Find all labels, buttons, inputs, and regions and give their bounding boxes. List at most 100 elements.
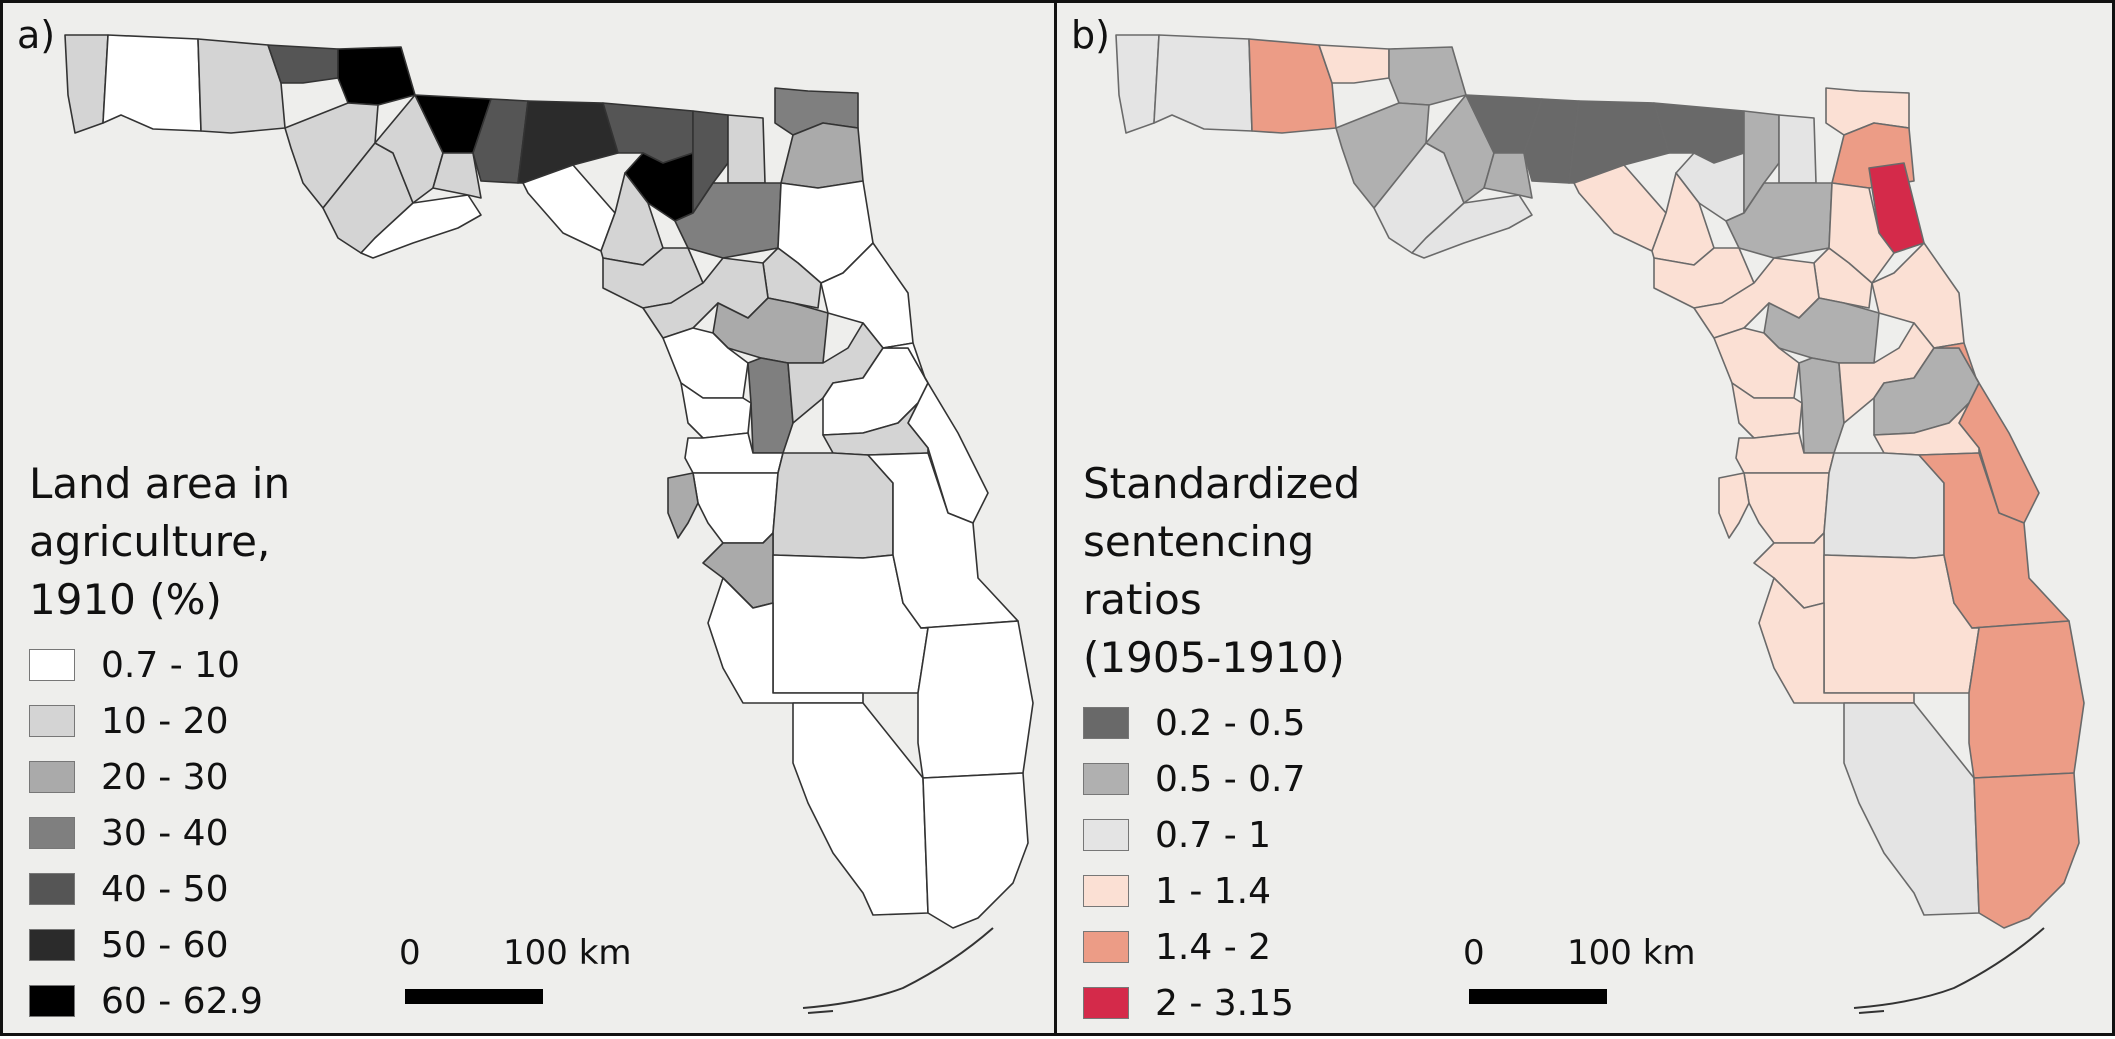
- legend-item: 0.7 - 1: [1083, 807, 1360, 863]
- legend-item: 30 - 40: [29, 805, 290, 861]
- legend-item: 0.5 - 0.7: [1083, 751, 1360, 807]
- county-pinellas: [1718, 472, 1750, 539]
- legend-swatch: [29, 985, 75, 1017]
- legend-items: 0.2 - 0.5 0.5 - 0.7 0.7 - 1 1 - 1.4 1.4 - 2 2…: [1083, 695, 1360, 1031]
- county-polk: [772, 452, 894, 559]
- county-santa-rosa: [102, 34, 202, 132]
- county-taylor: [1573, 164, 1667, 252]
- county-collier-monroe: [1843, 702, 1980, 916]
- county-franklin: [360, 194, 482, 259]
- legend-label: 1 - 1.4: [1155, 870, 1272, 912]
- county-escambia: [1115, 34, 1160, 134]
- county-pinellas: [667, 472, 699, 539]
- legend-label: 0.7 - 10: [101, 644, 240, 686]
- county-jefferson: [1523, 98, 1580, 184]
- panel-b: b): [1054, 0, 2115, 1036]
- county-collier-monroe: [792, 702, 929, 916]
- legend-item: 10 - 20: [29, 693, 290, 749]
- county-taylor: [522, 164, 616, 252]
- scale-bar: 0 100 km: [1463, 933, 1696, 1013]
- legend-swatch: [1083, 931, 1129, 963]
- legend-label: 60 - 62.9: [101, 980, 263, 1022]
- legend-swatch: [1083, 987, 1129, 1019]
- legend-swatch: [1083, 875, 1129, 907]
- legend-sentencing: Standardized sentencing ratios (1905-191…: [1083, 455, 1360, 1031]
- county-baker: [727, 114, 766, 184]
- legend-label: 2 - 3.15: [1155, 982, 1294, 1024]
- panel-a-label: a): [17, 13, 56, 57]
- legend-swatch: [29, 817, 75, 849]
- legend-swatch: [1083, 707, 1129, 739]
- scale-bar: 0 100 km: [399, 933, 632, 1013]
- county-polk: [1823, 452, 1945, 559]
- scale-zero-label: 0: [399, 933, 421, 973]
- legend-label: 0.2 - 0.5: [1155, 702, 1306, 744]
- county-gadsden: [337, 46, 416, 106]
- legend-label: 20 - 30: [101, 756, 229, 798]
- legend-item: 0.2 - 0.5: [1083, 695, 1360, 751]
- legend-items: 0.7 - 10 10 - 20 20 - 30 30 - 40 40 - 50 50 -…: [29, 637, 290, 1029]
- legend-label: 50 - 60: [101, 924, 229, 966]
- county-jefferson: [472, 98, 529, 184]
- panel-a: a): [0, 0, 1057, 1036]
- county-hernando: [1731, 382, 1803, 439]
- legend-item: 20 - 30: [29, 749, 290, 805]
- county-st-lucie: [867, 452, 1019, 629]
- legend-swatch: [29, 705, 75, 737]
- legend-label: 1.4 - 2: [1155, 926, 1272, 968]
- legend-label: 0.7 - 1: [1155, 814, 1272, 856]
- scale-max-label: 100 km: [1567, 933, 1696, 973]
- legend-item: 60 - 62.9: [29, 973, 290, 1029]
- legend-swatch: [29, 649, 75, 681]
- scale-bar-line: [405, 989, 543, 1004]
- county-palm-beach: [917, 620, 1034, 779]
- legend-item: 0.7 - 10: [29, 637, 290, 693]
- county-dade: [922, 772, 1029, 929]
- legend-label: 40 - 50: [101, 868, 229, 910]
- florida-map-sentencing: [1115, 34, 2085, 1014]
- county-baker: [1778, 114, 1817, 184]
- legend-label: 0.5 - 0.7: [1155, 758, 1306, 800]
- county-jackson: [1318, 44, 1390, 84]
- scale-bar-line: [1469, 989, 1607, 1004]
- legend-label: 10 - 20: [101, 700, 229, 742]
- legend-swatch: [1083, 819, 1129, 851]
- county-sumter: [747, 357, 794, 454]
- county-santa-rosa: [1153, 34, 1253, 132]
- legend-item: 1.4 - 2: [1083, 919, 1360, 975]
- county-hernando: [680, 382, 752, 439]
- county-franklin: [1411, 194, 1533, 259]
- county-clay: [1828, 182, 1895, 284]
- legend-item: 1 - 1.4: [1083, 863, 1360, 919]
- county-palm-beach: [1968, 620, 2085, 779]
- florida-keys: [1853, 927, 2045, 1014]
- legend-swatch: [29, 873, 75, 905]
- legend-swatch: [29, 929, 75, 961]
- county-columbia: [692, 110, 729, 214]
- legend-title: Standardized sentencing ratios (1905-191…: [1083, 459, 1361, 682]
- scale-zero-label: 0: [1463, 933, 1485, 973]
- county-hillsborough: [692, 472, 779, 544]
- county-st-lucie: [1918, 452, 2070, 629]
- county-sumter: [1798, 357, 1845, 454]
- florida-map-agriculture: [64, 34, 1034, 1014]
- county-columbia: [1743, 110, 1780, 214]
- county-jackson: [267, 44, 339, 84]
- county-escambia: [64, 34, 109, 134]
- panel-b-label: b): [1071, 13, 1110, 57]
- florida-keys: [802, 927, 994, 1014]
- legend-swatch: [1083, 763, 1129, 795]
- scale-max-label: 100 km: [503, 933, 632, 973]
- legend-swatch: [29, 761, 75, 793]
- legend-agriculture: Land area in agriculture, 1910 (%) 0.7 -…: [29, 455, 290, 1029]
- legend-item: 40 - 50: [29, 861, 290, 917]
- legend-item: 2 - 3.15: [1083, 975, 1360, 1031]
- county-gadsden: [1388, 46, 1467, 106]
- legend-item: 50 - 60: [29, 917, 290, 973]
- legend-title: Land area in agriculture, 1910 (%): [29, 459, 291, 624]
- county-wakulla: [432, 152, 482, 199]
- county-dade: [1973, 772, 2080, 929]
- county-wakulla: [1483, 152, 1533, 199]
- legend-label: 30 - 40: [101, 812, 229, 854]
